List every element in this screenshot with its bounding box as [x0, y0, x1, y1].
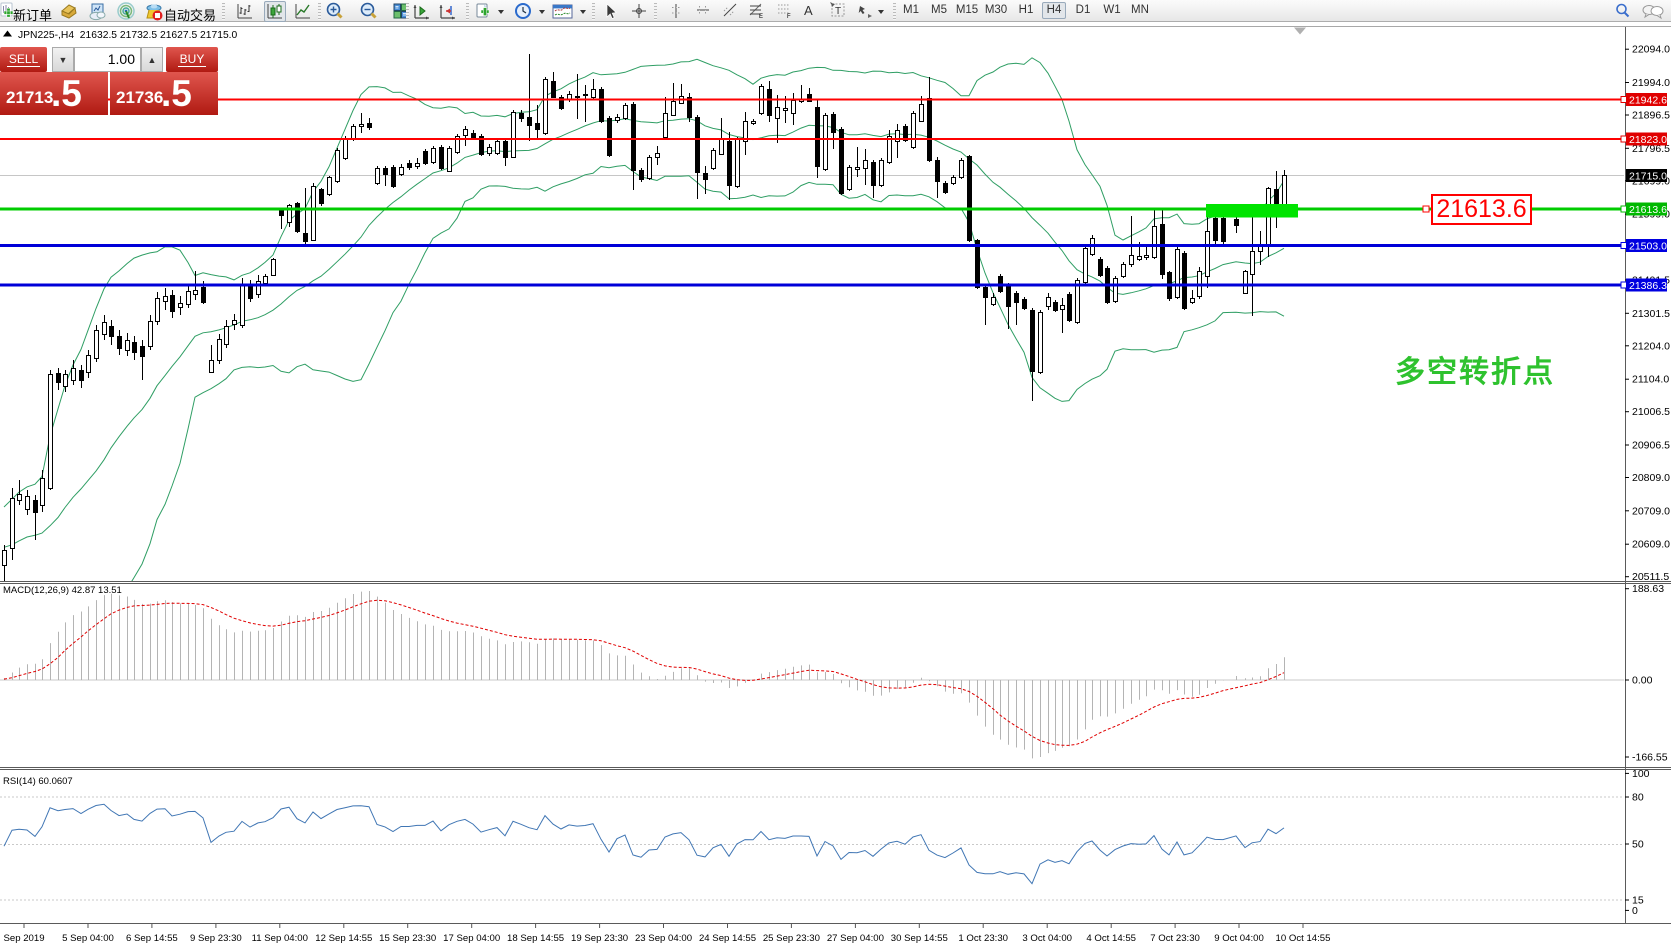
svg-text:9 Oct 04:00: 9 Oct 04:00 — [1214, 933, 1264, 944]
svg-text:24 Sep 14:55: 24 Sep 14:55 — [699, 933, 756, 944]
svg-text:21715.0: 21715.0 — [1629, 171, 1667, 183]
svg-text:11 Sep 04:00: 11 Sep 04:00 — [252, 933, 308, 944]
svg-text:9 Sep 23:30: 9 Sep 23:30 — [190, 933, 242, 944]
svg-text:4 Oct 14:55: 4 Oct 14:55 — [1086, 933, 1136, 944]
svg-text:1 Oct 23:30: 1 Oct 23:30 — [958, 933, 1008, 944]
svg-text:0.00: 0.00 — [1632, 675, 1653, 687]
svg-text:21994.0: 21994.0 — [1632, 77, 1670, 89]
svg-text:21503.0: 21503.0 — [1629, 241, 1667, 253]
svg-text:100: 100 — [1632, 768, 1650, 780]
svg-text:19 Sep 23:30: 19 Sep 23:30 — [571, 933, 628, 944]
svg-text:7 Oct 23:30: 7 Oct 23:30 — [1150, 933, 1200, 944]
svg-text:6 Sep 14:55: 6 Sep 14:55 — [126, 933, 178, 944]
svg-text:21823.0: 21823.0 — [1629, 134, 1667, 146]
svg-text:21613.6: 21613.6 — [1629, 204, 1667, 216]
svg-text:MACD(12,26,9) 42.87 13.51: MACD(12,26,9) 42.87 13.51 — [3, 585, 122, 596]
svg-text:Sep 2019: Sep 2019 — [3, 933, 44, 944]
svg-text:20906.5: 20906.5 — [1632, 440, 1670, 452]
svg-text:188.63: 188.63 — [1632, 583, 1664, 595]
svg-text:3 Oct 04:00: 3 Oct 04:00 — [1022, 933, 1072, 944]
svg-text:21204.0: 21204.0 — [1632, 340, 1670, 352]
svg-text:23 Sep 04:00: 23 Sep 04:00 — [635, 933, 692, 944]
svg-text:F: F — [787, 14, 791, 20]
svg-text:5 Sep 04:00: 5 Sep 04:00 — [62, 933, 114, 944]
svg-text:27 Sep 04:00: 27 Sep 04:00 — [827, 933, 884, 944]
svg-text:21796.5: 21796.5 — [1632, 143, 1670, 155]
svg-text:20709.0: 20709.0 — [1632, 505, 1670, 517]
svg-text:15: 15 — [1632, 895, 1644, 907]
svg-text:20809.0: 20809.0 — [1632, 472, 1670, 484]
svg-text:25 Sep 23:30: 25 Sep 23:30 — [763, 933, 820, 944]
svg-text:22094.0: 22094.0 — [1632, 44, 1670, 56]
svg-text:21006.5: 21006.5 — [1632, 406, 1670, 418]
svg-text:JPN225-,H4 21632.5 21732.5 21: JPN225-,H4 21632.5 21732.5 21627.5 21715… — [18, 30, 238, 41]
svg-text:20609.0: 20609.0 — [1632, 539, 1670, 551]
svg-text:21104.0: 21104.0 — [1632, 374, 1669, 386]
svg-text:50: 50 — [1632, 839, 1644, 851]
svg-text:80: 80 — [1632, 792, 1644, 804]
svg-text:-166.55: -166.55 — [1632, 752, 1668, 764]
svg-text:E: E — [759, 14, 763, 20]
svg-text:12 Sep 14:55: 12 Sep 14:55 — [315, 933, 372, 944]
svg-text:20511.5: 20511.5 — [1632, 571, 1669, 583]
svg-text:10 Oct 14:55: 10 Oct 14:55 — [1276, 933, 1331, 944]
svg-text:21942.6: 21942.6 — [1629, 95, 1667, 107]
svg-text:17 Sep 04:00: 17 Sep 04:00 — [443, 933, 500, 944]
svg-text:0: 0 — [1632, 905, 1638, 917]
svg-text:18 Sep 14:55: 18 Sep 14:55 — [507, 933, 564, 944]
svg-text:21386.3: 21386.3 — [1629, 280, 1667, 292]
svg-text:21301.5: 21301.5 — [1632, 308, 1670, 320]
svg-text:15 Sep 23:30: 15 Sep 23:30 — [379, 933, 436, 944]
svg-text:RSI(14) 60.0607: RSI(14) 60.0607 — [3, 776, 73, 787]
svg-text:T: T — [835, 6, 841, 17]
svg-text:21896.5: 21896.5 — [1632, 110, 1670, 122]
svg-text:30 Sep 14:55: 30 Sep 14:55 — [891, 933, 948, 944]
